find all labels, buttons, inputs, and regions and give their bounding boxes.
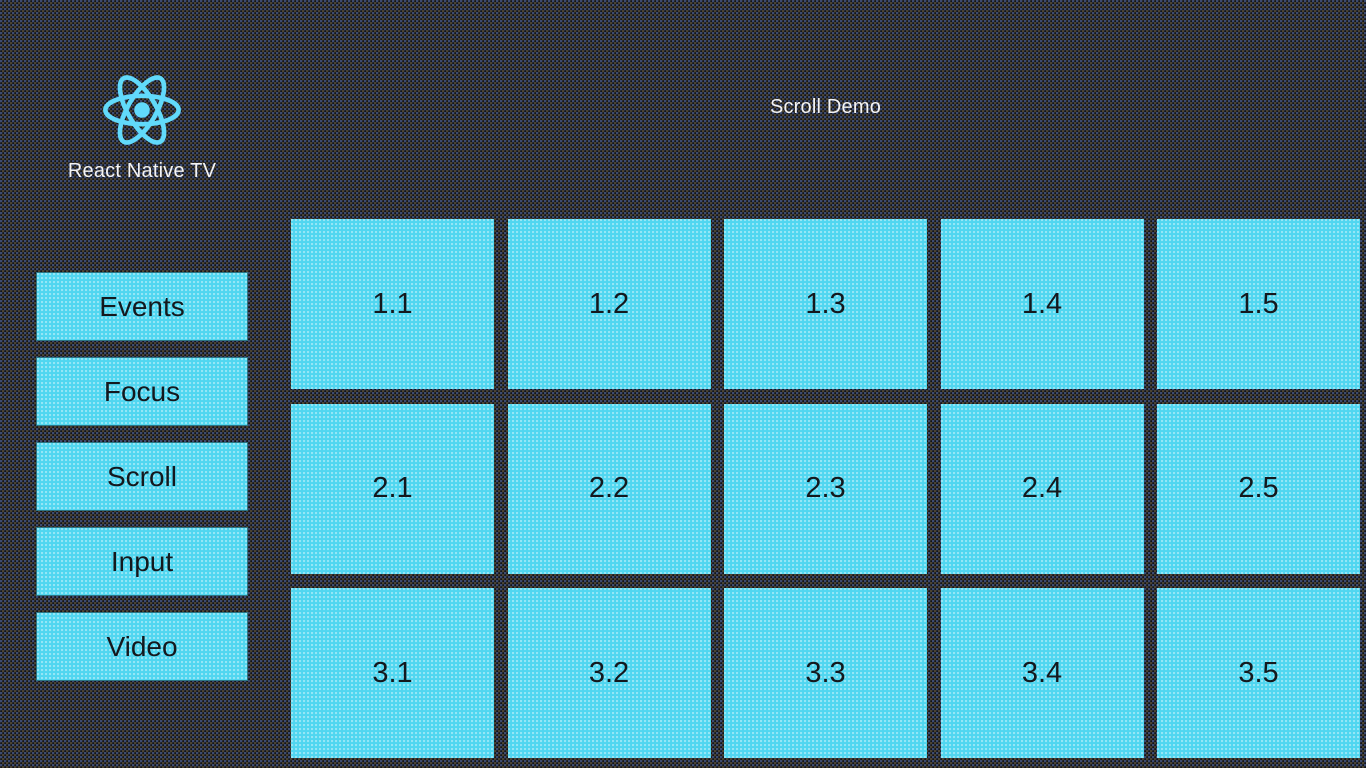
tile-1-2[interactable]: 1.2 (507, 219, 711, 389)
tile-2-1[interactable]: 2.1 (291, 403, 494, 574)
tile-grid: 1.1 1.2 1.3 1.4 1.5 2.1 2.2 2.3 2.4 2.5 … (291, 219, 1360, 758)
tile-3-1[interactable]: 3.1 (291, 588, 494, 758)
tile-2-5[interactable]: 2.5 (1157, 403, 1360, 574)
brand-label: React Native TV (67, 160, 217, 182)
tile-1-3[interactable]: 1.3 (724, 219, 927, 389)
tile-3-4[interactable]: 3.4 (940, 588, 1144, 758)
tile-3-2[interactable]: 3.2 (507, 588, 711, 758)
sidebar-menu: Events Focus Scroll Input Video (36, 272, 248, 681)
tile-2-2[interactable]: 2.2 (507, 403, 711, 574)
sidebar-item-focus[interactable]: Focus (36, 357, 248, 426)
tile-2-3[interactable]: 2.3 (724, 403, 927, 574)
tile-3-5[interactable]: 3.5 (1157, 588, 1360, 758)
sidebar-item-video[interactable]: Video (36, 612, 248, 681)
sidebar-item-input[interactable]: Input (36, 527, 248, 596)
tile-1-5[interactable]: 1.5 (1157, 219, 1360, 389)
page-title: Scroll Demo (769, 96, 882, 118)
tile-1-1[interactable]: 1.1 (291, 219, 494, 389)
tile-3-3[interactable]: 3.3 (724, 588, 927, 758)
react-logo-icon (36, 72, 248, 148)
tile-1-4[interactable]: 1.4 (940, 219, 1144, 389)
tile-2-4[interactable]: 2.4 (940, 403, 1144, 574)
sidebar-item-scroll[interactable]: Scroll (36, 442, 248, 511)
sidebar-item-events[interactable]: Events (36, 272, 248, 341)
brand-block: React Native TV (36, 72, 248, 183)
